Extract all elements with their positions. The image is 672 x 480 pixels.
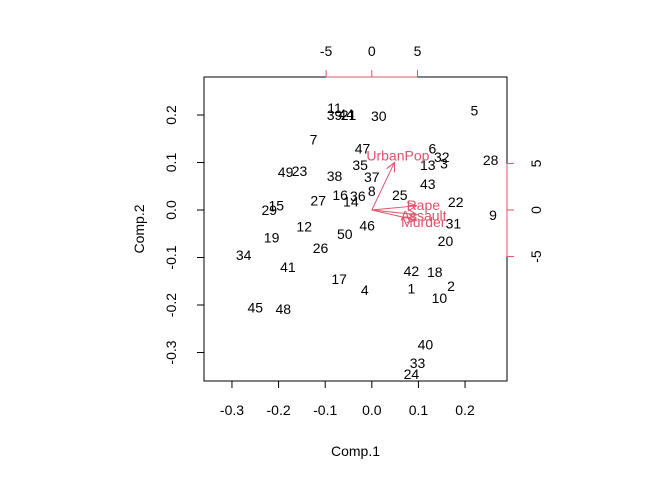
x-tick-label: 0.2 xyxy=(455,402,475,418)
observation-label: 50 xyxy=(337,226,353,242)
observation-label: 21 xyxy=(341,107,357,123)
observation-label: 29 xyxy=(261,202,277,218)
observation-label: 5 xyxy=(470,102,478,118)
variable-arrow xyxy=(371,205,417,211)
x-tick-label: 0.1 xyxy=(409,402,429,418)
observation-label: 44 xyxy=(338,106,354,122)
y-axis-label: Comp.2 xyxy=(131,204,147,253)
observation-label: 48 xyxy=(275,301,291,317)
observation-label: 22 xyxy=(448,194,464,210)
observation-label: 37 xyxy=(364,169,380,185)
observation-label: 33 xyxy=(410,355,426,371)
x-axis-label: Comp.1 xyxy=(331,443,380,459)
observation-label: 28 xyxy=(483,152,499,168)
observation-label: 39 xyxy=(327,107,343,123)
variable-arrow xyxy=(371,162,395,211)
observation-label: 25 xyxy=(392,187,408,203)
observation-label: 9 xyxy=(489,207,497,223)
observation-label: 1 xyxy=(408,280,416,296)
right-tick-label: -5 xyxy=(528,250,544,263)
y-tick-label: 0.2 xyxy=(163,105,179,125)
right-tick-label: 0 xyxy=(528,206,544,214)
y-tick-label: -0.2 xyxy=(163,293,179,317)
y-axis: -0.3 -0.2 -0.1 0.0 0.1 0.2 xyxy=(163,105,205,365)
variable-arrows xyxy=(371,161,419,223)
observation-label: 23 xyxy=(292,163,308,179)
observation-label: 10 xyxy=(432,290,448,306)
observation-label: 4 xyxy=(361,282,369,298)
observation-label: 38 xyxy=(327,168,343,184)
observation-label: 41 xyxy=(280,259,296,275)
observation-label: 6 xyxy=(429,140,437,156)
observation-label: 36 xyxy=(350,188,366,204)
observation-label: 30 xyxy=(371,108,387,124)
observation-label: 19 xyxy=(264,230,280,246)
variable-arrowhead xyxy=(406,213,418,223)
x-tick-label: 0.0 xyxy=(362,402,382,418)
observation-label: 16 xyxy=(332,187,348,203)
variable-label: Assault xyxy=(401,207,447,223)
variable-arrowhead xyxy=(407,201,418,212)
variable-label: Murder xyxy=(401,214,446,230)
variable-label: UrbanPop xyxy=(366,147,429,163)
x-tick-label: -0.2 xyxy=(267,402,291,418)
observation-label: 32 xyxy=(434,149,450,165)
observation-label: 45 xyxy=(247,299,263,315)
observation-label: 24 xyxy=(404,366,420,382)
observation-label: 13 xyxy=(420,157,436,173)
observation-label: 15 xyxy=(268,197,284,213)
observation-label: 7 xyxy=(310,132,318,148)
observation-label: 18 xyxy=(427,264,443,280)
observation-label: 14 xyxy=(343,193,359,209)
observation-label: 40 xyxy=(418,336,434,352)
top-tick-label: 0 xyxy=(368,43,376,59)
observation-label: 42 xyxy=(404,263,420,279)
observation-label: 20 xyxy=(438,233,454,249)
variable-arrowhead xyxy=(407,208,419,219)
variable-label: Rape xyxy=(407,197,441,213)
x-tick-label: -0.1 xyxy=(313,402,337,418)
observation-label: 43 xyxy=(420,176,436,192)
observation-label: 3 xyxy=(440,155,448,171)
observation-label: 12 xyxy=(296,219,312,235)
x-axis: -0.3 -0.2 -0.1 0.0 0.1 0.2 xyxy=(220,380,475,418)
observation-label: 31 xyxy=(446,215,462,231)
y-tick-label: -0.1 xyxy=(163,245,179,269)
observation-label: 8 xyxy=(368,183,376,199)
y-tick-label: -0.3 xyxy=(163,340,179,364)
observation-label: 34 xyxy=(236,247,252,263)
right-secondary-axis: -5 0 5 xyxy=(506,159,544,263)
observation-label: 17 xyxy=(331,271,347,287)
observation-label: 35 xyxy=(352,157,368,173)
observation-label: 47 xyxy=(355,140,371,156)
observation-label: 27 xyxy=(310,193,326,209)
top-tick-label: 5 xyxy=(414,43,422,59)
top-tick-label: -5 xyxy=(320,43,333,59)
top-secondary-axis: -5 0 5 xyxy=(320,43,422,78)
y-tick-label: 0.0 xyxy=(163,200,179,220)
variable-arrowhead xyxy=(386,161,396,173)
variable-arrow xyxy=(371,209,417,221)
observation-label: 11 xyxy=(327,100,342,116)
observation-label: 46 xyxy=(359,218,375,234)
observation-label: 49 xyxy=(278,164,294,180)
observation-label: 2 xyxy=(447,278,455,294)
right-tick-label: 5 xyxy=(528,159,544,167)
observation-label: 26 xyxy=(313,240,329,256)
y-tick-label: 0.1 xyxy=(163,153,179,173)
x-tick-label: -0.3 xyxy=(220,402,244,418)
